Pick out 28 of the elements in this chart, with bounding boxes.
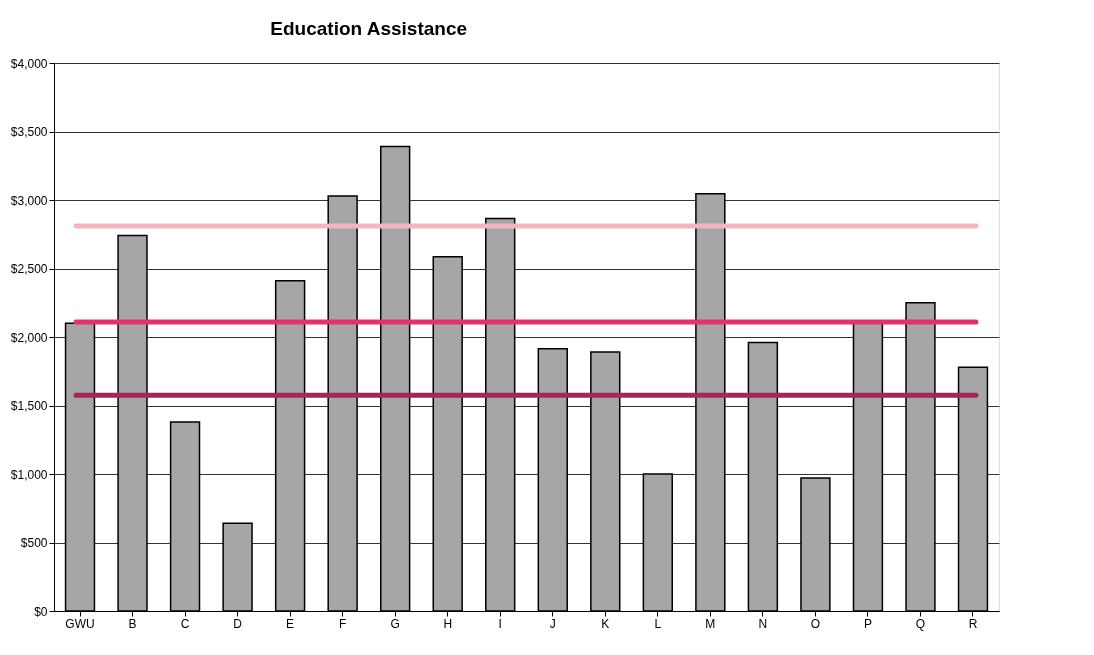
x-tick-label: I [498,616,502,631]
x-tick-label: P [863,616,872,631]
x-tick-label: L [654,616,662,631]
y-tick-label: $500 [20,536,48,550]
y-tick-label: $4,000 [10,56,48,71]
x-tick-label: J [549,616,556,631]
x-tick-label: D [233,616,243,631]
y-tick-label: $2,000 [10,330,48,345]
x-tick-label: C [180,616,190,631]
x-tick-label: B [128,616,137,631]
y-tick-label: $3,500 [10,125,48,139]
x-tick-label: N [758,616,768,631]
x-tick-label: O [810,616,821,631]
y-tick-label: $1,500 [10,399,48,413]
x-tick-label: F [338,616,347,631]
x-tick-label: G [390,616,400,631]
x-tick-label: Q [915,616,926,631]
y-tick-label: $3,000 [10,193,48,208]
x-tick-label: M [705,616,716,631]
x-tick-label: E [286,616,295,631]
y-tick-label: $0 [34,604,48,619]
x-tick-label: H [443,616,453,631]
x-tick-label: GWU [65,616,95,631]
chart-title: Education Assistance [270,18,468,39]
x-tick-label: R [968,616,978,631]
y-tick-label: $1,000 [10,467,48,482]
y-tick-label: $2,500 [10,262,48,276]
x-tick-label: K [601,616,610,631]
